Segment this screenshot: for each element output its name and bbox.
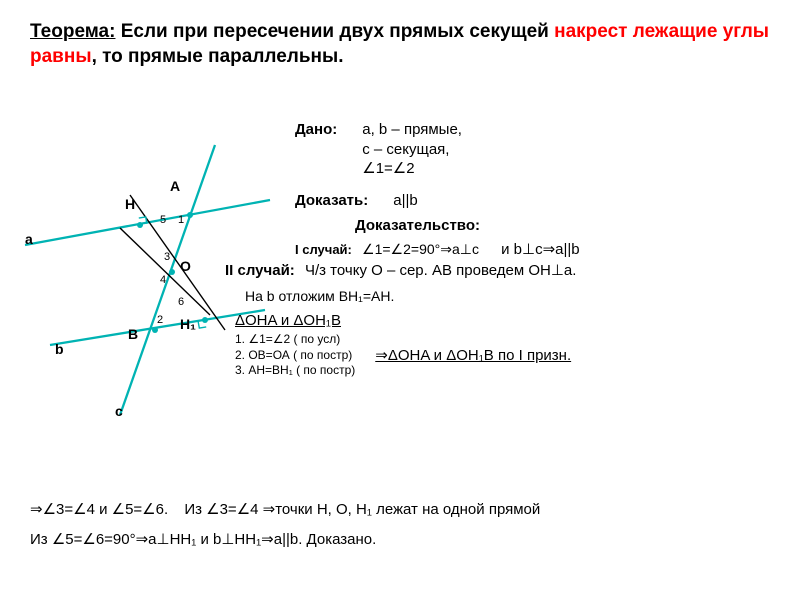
given-line1: a, b – прямые, (362, 120, 462, 140)
given-label: Дано: (295, 120, 337, 179)
conclusion1: ⇒ΔOHA и ΔOH₁B по I призн. (375, 346, 571, 366)
point-H-label: H (125, 195, 135, 213)
point-O-label: O (180, 257, 191, 275)
triangles: ΔOHA и ΔOH₁B (235, 311, 775, 331)
angle-1: 1 (178, 213, 184, 227)
case1-text: ∠1=∠2=90°⇒a⊥c (362, 241, 479, 257)
case1-cont: и b⊥c⇒a||b (501, 241, 580, 258)
theorem-label: Теорема: (30, 21, 115, 42)
theorem-header: Теорема: Если при пересечении двух прямы… (30, 20, 770, 69)
point-H1-label: H₁ (180, 315, 196, 333)
prove-text: a||b (393, 191, 417, 211)
reason2: 2. ОВ=ОА ( по постр) (235, 348, 355, 364)
reason3: 3. АН=ВН₁ ( по постр) (235, 363, 355, 379)
proof-label: Доказательство: (355, 216, 775, 236)
line-a-label: a (25, 230, 33, 248)
given-line2: c – секущая, (362, 140, 462, 160)
line-c-label: c (115, 402, 123, 420)
case2-label: II случай: (225, 262, 295, 279)
angle-2: 2 (157, 313, 163, 327)
final-lines: ⇒∠3=∠4 и ∠5=∠6. Из ∠3=∠4 ⇒точки H, O, H₁… (30, 500, 770, 549)
theorem-part2: , то прямые параллельны. (92, 46, 344, 67)
theorem-part1: Если при пересечении двух прямых секущей (115, 21, 554, 42)
final1b: Из ∠3=∠4 ⇒точки H, O, H₁ лежат на одной … (184, 501, 540, 518)
reason1: 1. ∠1=∠2 ( по усл) (235, 332, 355, 348)
angle-3: 3 (164, 250, 170, 264)
point-A-label: A (170, 177, 180, 195)
case2-text: Ч/з точку О – сер. АВ проведем ОН⊥а. (305, 262, 576, 279)
proof-text-column: Дано: a, b – прямые, c – секущая, ∠1=∠2 … (295, 120, 775, 379)
point-B-label: B (128, 325, 138, 343)
angle-5: 5 (160, 213, 166, 227)
given-line3: ∠1=∠2 (362, 159, 462, 179)
prove-label: Доказать: (295, 191, 368, 211)
line-b-label: b (55, 340, 64, 358)
final2: Из ∠5=∠6=90°⇒a⊥HH₁ и b⊥HH₁⇒a||b. Доказан… (30, 530, 770, 550)
angle-4: 4 (160, 273, 166, 287)
case1-label: I случай: (295, 242, 352, 257)
step-b: На b отложим BH₁=AH. (245, 287, 775, 305)
angle-6: 6 (178, 295, 184, 309)
final1a: ⇒∠3=∠4 и ∠5=∠6. (30, 501, 168, 518)
